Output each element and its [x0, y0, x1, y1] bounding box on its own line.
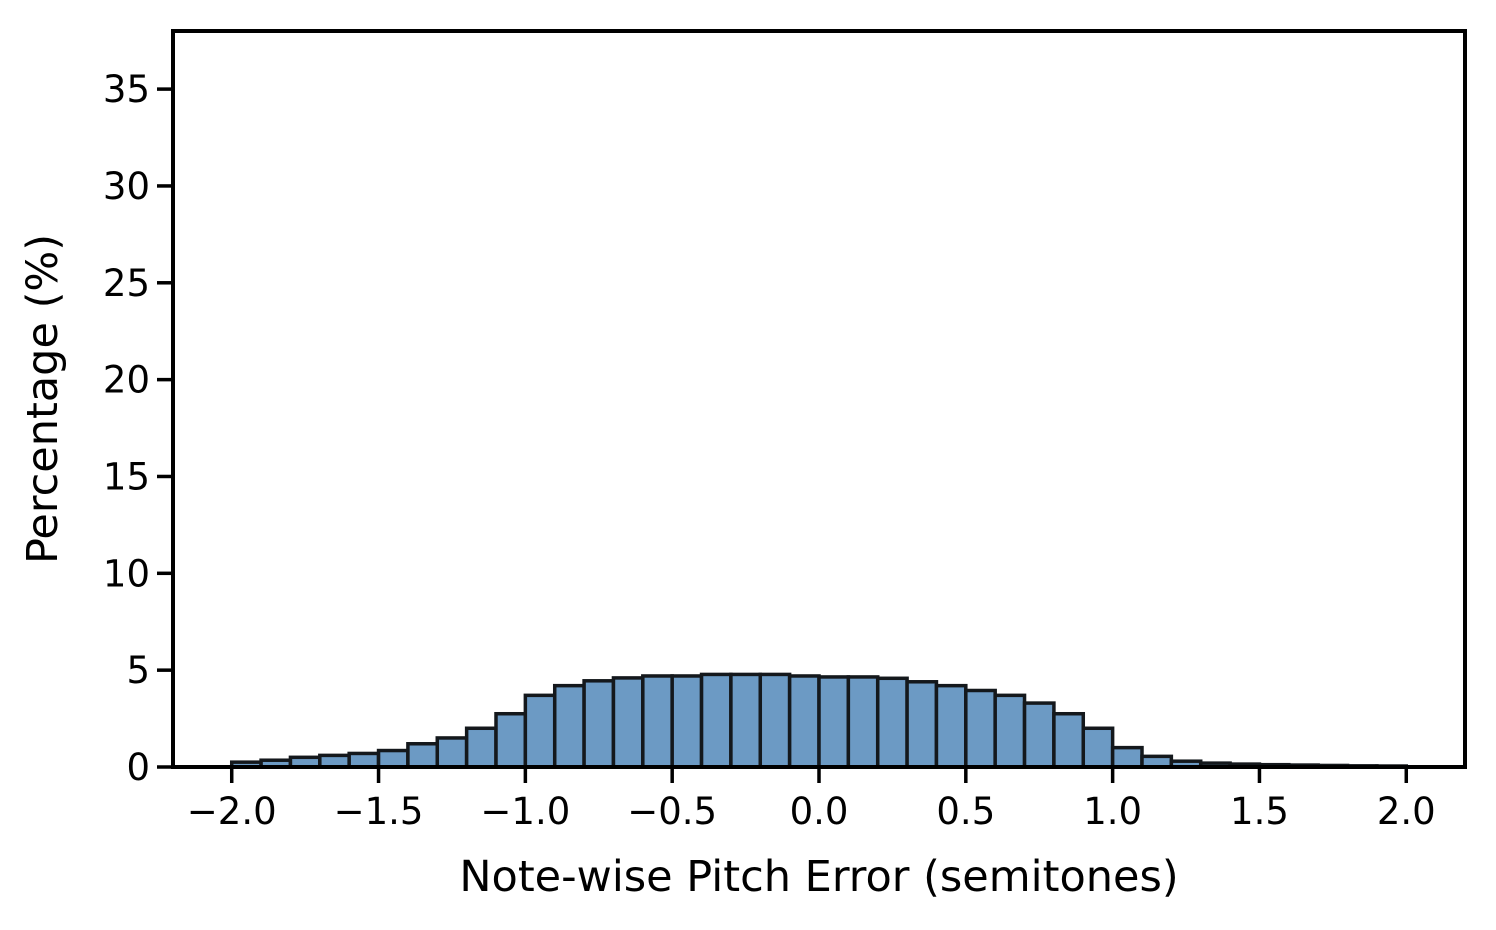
histogram-bar: [817, 675, 851, 769]
x-tick-label: 2.0: [1377, 790, 1436, 833]
histogram-bar: [611, 676, 645, 769]
histogram-bar: [1022, 701, 1056, 769]
histogram-bar: [552, 683, 586, 769]
histogram-bar: [758, 672, 792, 769]
histogram-bar: [846, 675, 880, 769]
histogram-bar: [464, 726, 498, 769]
histogram-bar: [1081, 726, 1115, 769]
histogram-bar: [523, 693, 557, 769]
histogram-bar: [347, 751, 381, 769]
histogram-bar: [1110, 745, 1144, 769]
histogram-bar: [905, 680, 939, 769]
y-tick-label: 20: [103, 359, 150, 402]
x-tick-label: −1.0: [480, 790, 570, 833]
x-tick-label: 1.0: [1083, 790, 1142, 833]
histogram-bar: [406, 742, 440, 769]
x-tick-label: 0.0: [790, 790, 849, 833]
bars-layer: [229, 672, 1409, 769]
y-tick-label: 35: [103, 68, 150, 111]
x-tick-label: −1.5: [334, 790, 424, 833]
histogram-bar: [934, 683, 968, 769]
histogram-bar: [699, 672, 733, 769]
histogram-bar: [670, 674, 704, 769]
y-tick-label: 0: [126, 746, 150, 789]
y-tick-label: 5: [126, 649, 150, 692]
histogram-bar: [993, 693, 1027, 769]
y-tick-label: 30: [103, 165, 150, 208]
y-tick-label: 15: [103, 455, 150, 498]
histogram-bar: [729, 672, 763, 769]
histogram-bar: [964, 688, 997, 769]
plot-frame: [171, 29, 1467, 769]
histogram-bar: [582, 679, 616, 769]
y-tick-label: 10: [103, 552, 150, 595]
x-tick-label: −0.5: [627, 790, 717, 833]
y-tick-label: 25: [103, 262, 150, 305]
x-tick-label: −2.0: [187, 790, 277, 833]
histogram-bar: [787, 674, 821, 769]
x-tick-label: 1.5: [1230, 790, 1289, 833]
x-tick-label: 0.5: [936, 790, 995, 833]
histogram-bar: [376, 748, 410, 769]
histogram-bar: [494, 711, 528, 769]
histogram-bar: [875, 676, 909, 769]
y-axis-label: Percentage (%): [18, 234, 68, 564]
histogram-bar: [641, 674, 674, 769]
histogram-bar: [1052, 711, 1086, 769]
tick-labels-layer: −2.0 −1.5 −1.0 −0.5 0.0 0.5 1.0 1.5 2.0 0 5 10 15 20 2…: [103, 68, 1436, 833]
ticks-layer: [157, 87, 1409, 783]
histogram-bar: [435, 736, 469, 769]
x-axis-label: Note-wise Pitch Error (semitones): [459, 852, 1178, 902]
